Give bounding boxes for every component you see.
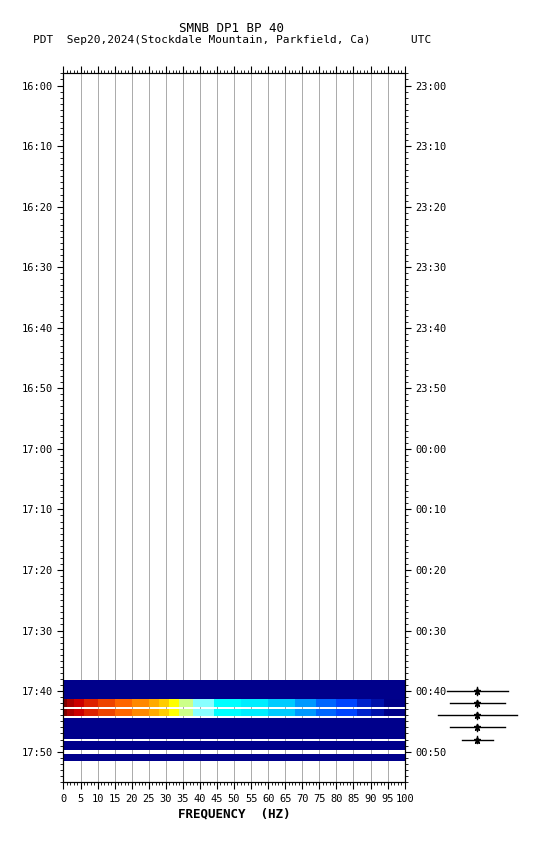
Text: PDT  Sep20,2024(Stockdale Mountain, Parkfield, Ca)      UTC: PDT Sep20,2024(Stockdale Mountain, Parkf…: [33, 35, 431, 45]
Bar: [132, 699, 149, 708]
Bar: [63, 728, 405, 739]
Bar: [193, 708, 214, 716]
Bar: [241, 708, 268, 716]
Bar: [115, 708, 132, 716]
Bar: [241, 699, 268, 708]
Bar: [67, 708, 74, 716]
Bar: [179, 708, 193, 716]
Bar: [169, 708, 179, 716]
Bar: [63, 741, 405, 750]
Bar: [159, 699, 169, 708]
Bar: [214, 708, 241, 716]
Bar: [63, 681, 405, 702]
Bar: [149, 708, 159, 716]
Bar: [268, 699, 295, 708]
Bar: [132, 708, 149, 716]
Bar: [370, 699, 384, 708]
Bar: [193, 699, 214, 708]
Bar: [357, 699, 370, 708]
Bar: [384, 708, 405, 716]
Bar: [74, 699, 84, 708]
Bar: [63, 754, 405, 761]
Bar: [98, 699, 115, 708]
Bar: [115, 699, 132, 708]
Bar: [295, 708, 316, 716]
Bar: [169, 699, 179, 708]
X-axis label: FREQUENCY  (HZ): FREQUENCY (HZ): [178, 808, 290, 821]
Bar: [316, 708, 336, 716]
Bar: [74, 708, 84, 716]
Bar: [179, 699, 193, 708]
Bar: [63, 708, 67, 716]
Bar: [84, 699, 98, 708]
Bar: [384, 699, 405, 708]
Bar: [336, 699, 357, 708]
Bar: [98, 708, 115, 716]
Bar: [84, 708, 98, 716]
Bar: [63, 718, 405, 730]
Bar: [63, 699, 67, 708]
Bar: [149, 699, 159, 708]
Bar: [67, 699, 74, 708]
Bar: [370, 708, 384, 716]
Bar: [214, 699, 241, 708]
Bar: [357, 708, 370, 716]
Bar: [336, 708, 357, 716]
Bar: [295, 699, 316, 708]
Bar: [268, 708, 295, 716]
Bar: [159, 708, 169, 716]
Bar: [316, 699, 336, 708]
Text: SMNB DP1 BP 40: SMNB DP1 BP 40: [179, 22, 284, 35]
